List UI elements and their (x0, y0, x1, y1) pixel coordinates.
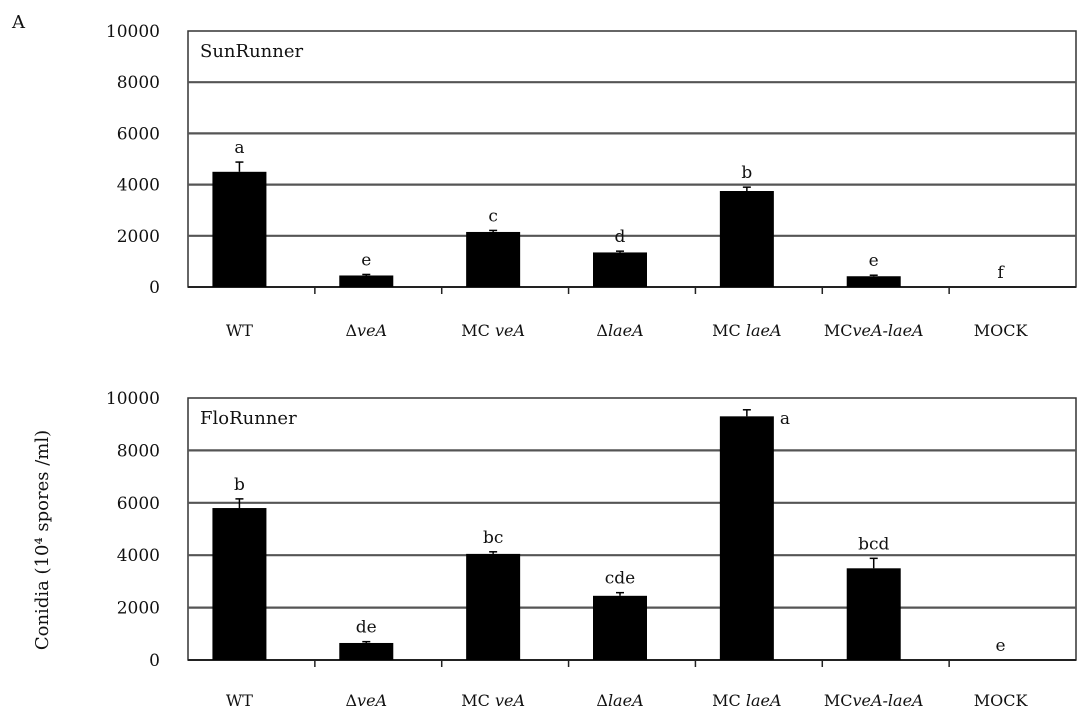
category-label-part: WT (226, 691, 253, 710)
category-label-part: veA (495, 321, 525, 340)
y-tick-label: 8000 (117, 441, 160, 461)
significance-label: e (869, 251, 879, 271)
category-label-part: MC (712, 321, 746, 340)
florunner-chart: 0 2000 4000 6000 8000 10000 FloRunner b WT de ΔveA… (106, 389, 1077, 710)
significance-label: d (615, 227, 626, 247)
y-tick-label: 4000 (117, 176, 160, 196)
y-tick-label: 2000 (117, 599, 160, 619)
significance-label: bcd (858, 534, 889, 554)
category-label: ΔveA (345, 691, 387, 710)
panel-letter: A (11, 12, 26, 33)
significance-label: de (356, 618, 377, 638)
category-label-part: MC (824, 691, 853, 710)
category-label-part: Δ (596, 321, 608, 340)
category-label: ΔlaeA (596, 321, 643, 340)
category-label: MOCK (974, 691, 1029, 710)
category-label-part: veA-laeA (852, 691, 923, 710)
category-label: MCveA-laeA (824, 691, 924, 710)
bar (593, 252, 647, 287)
y-tick-label: 10000 (106, 22, 160, 42)
bar (846, 276, 901, 287)
sunrunner-chart: 0 2000 4000 6000 8000 10000 SunRunner a WT e ΔveA c… (106, 22, 1077, 340)
category-label: MC laeA (712, 691, 781, 710)
y-tick-label: 6000 (117, 494, 160, 514)
chart-title: SunRunner (200, 41, 304, 62)
bar (339, 275, 394, 287)
y-tick-label: 4000 (117, 546, 160, 566)
bar (212, 171, 267, 287)
y-tick-label: 0 (149, 278, 160, 298)
significance-label: e (996, 636, 1006, 656)
y-tick-label: 10000 (106, 389, 160, 409)
category-label-part: Δ (596, 691, 608, 710)
bar (719, 416, 774, 660)
category-label: MC laeA (712, 321, 781, 340)
y-tick-label: 8000 (117, 73, 160, 93)
category-label-part: laeA (608, 321, 644, 340)
bar (466, 231, 521, 287)
category-label-part: Δ (345, 321, 357, 340)
y-axis-label: Conidia (10⁴ spores /ml) (32, 430, 53, 650)
category-label-part: veA (357, 691, 387, 710)
y-tick-label: 6000 (117, 124, 160, 144)
bar (846, 568, 901, 660)
chart-title: FloRunner (200, 408, 297, 429)
bar (212, 508, 267, 660)
significance-label: f (997, 263, 1005, 283)
bar (719, 191, 774, 287)
category-label-part: MOCK (974, 691, 1029, 710)
category-label: ΔveA (345, 321, 387, 340)
bar (339, 642, 394, 660)
category-label: WT (226, 321, 253, 340)
category-label-part: veA-laeA (852, 321, 923, 340)
significance-label: bc (483, 528, 503, 548)
category-label: WT (226, 691, 253, 710)
bar (593, 595, 647, 660)
y-tick-label: 0 (149, 651, 160, 671)
category-label-part: MOCK (974, 321, 1029, 340)
category-label-part: MC (461, 321, 495, 340)
plot-frame (187, 30, 1077, 288)
category-label-part: laeA (746, 691, 782, 710)
category-label-part: laeA (608, 691, 644, 710)
category-label: MC veA (461, 691, 525, 710)
y-tick-label: 2000 (117, 227, 160, 247)
significance-label: cde (605, 569, 635, 589)
category-label-part: WT (226, 321, 253, 340)
significance-label: b (234, 475, 245, 495)
category-label-part: MC (824, 321, 853, 340)
significance-label: c (488, 206, 498, 226)
significance-label: a (234, 138, 244, 158)
category-label: MC veA (461, 321, 525, 340)
category-label-part: MC (712, 691, 746, 710)
category-label: MOCK (974, 321, 1029, 340)
category-label-part: MC (461, 691, 495, 710)
category-label-part: Δ (345, 691, 357, 710)
category-label-part: veA (495, 691, 525, 710)
category-label: MCveA-laeA (824, 321, 924, 340)
category-label-part: veA (357, 321, 387, 340)
bar (466, 553, 521, 660)
significance-label: b (741, 163, 752, 183)
category-label-part: laeA (746, 321, 782, 340)
significance-label: e (361, 250, 371, 270)
category-label: ΔlaeA (596, 691, 643, 710)
significance-label: a (780, 409, 790, 429)
